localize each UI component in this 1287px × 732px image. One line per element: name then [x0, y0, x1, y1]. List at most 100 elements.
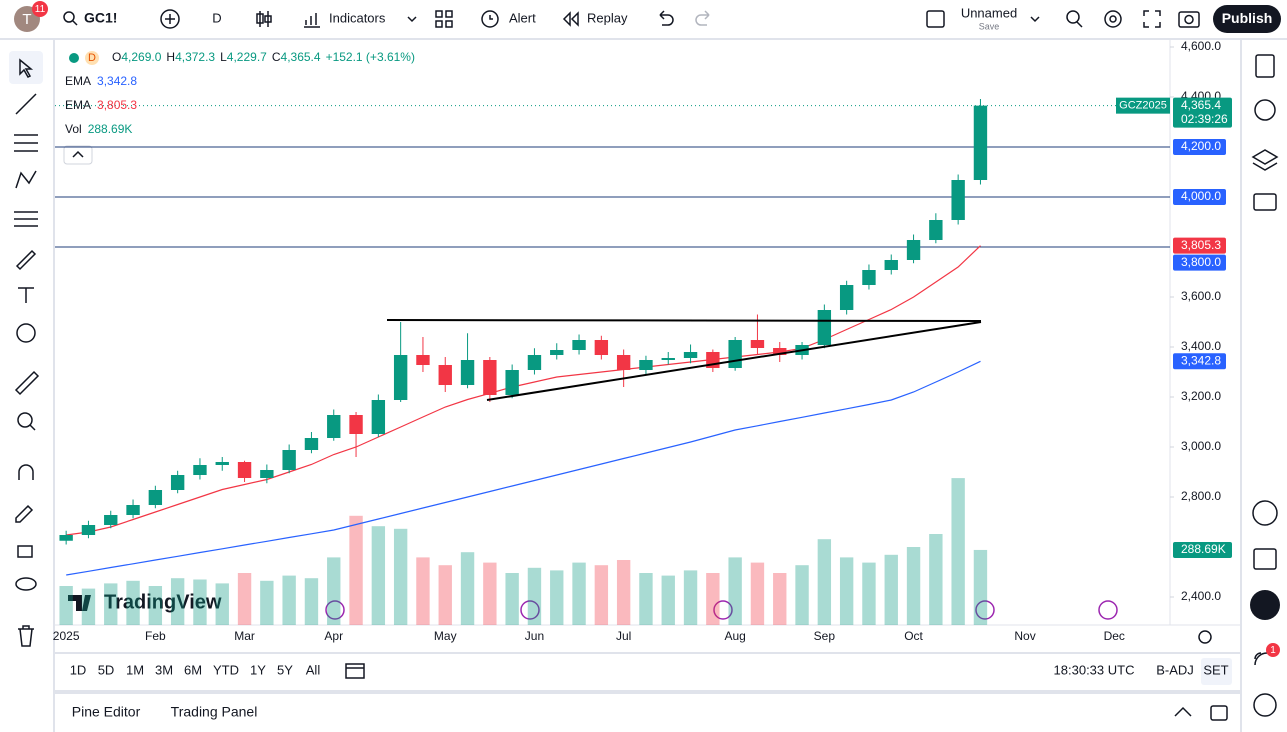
replay-button[interactable]: Replay: [587, 10, 628, 25]
x-tick-label: Dec: [1104, 629, 1125, 643]
panel-tab[interactable]: Pine Editor: [72, 704, 141, 720]
volume-bar: [282, 575, 296, 625]
volume-bar: [193, 579, 207, 625]
cursor-tool[interactable]: [19, 58, 34, 78]
magnet-tool[interactable]: [18, 464, 34, 480]
indicators-icon[interactable]: [304, 13, 320, 28]
indicator-name[interactable]: EMA: [65, 98, 91, 112]
candle-body: [550, 350, 564, 355]
range-button[interactable]: 3M: [155, 662, 173, 677]
remove-tool[interactable]: [18, 625, 34, 647]
quick-search[interactable]: [1066, 10, 1080, 24]
chat[interactable]: [1253, 193, 1277, 211]
candle-body: [148, 490, 163, 505]
layers[interactable]: [1251, 149, 1279, 171]
add-symbol[interactable]: [160, 9, 180, 29]
dropdown-icon[interactable]: [407, 16, 417, 23]
session-toggle[interactable]: SET: [1203, 662, 1228, 677]
text-tool[interactable]: [18, 287, 34, 303]
axis-settings[interactable]: [1198, 630, 1212, 644]
layout-icon[interactable]: [926, 10, 945, 28]
candle-body: [237, 462, 252, 478]
range-button[interactable]: 1M: [126, 662, 144, 677]
event-marker[interactable]: [520, 600, 540, 620]
x-tick-label: Oct: [904, 629, 923, 643]
collapse-legend: [72, 150, 84, 158]
dropdown-icon[interactable]: [1030, 16, 1040, 23]
alerts-panel[interactable]: [1254, 99, 1276, 121]
indicator-name[interactable]: EMA: [65, 74, 91, 88]
event-marker[interactable]: [975, 600, 995, 620]
range-button[interactable]: 1Y: [250, 662, 266, 677]
date-range-icon[interactable]: [345, 663, 365, 679]
fullscreen[interactable]: [1143, 10, 1161, 28]
settings-icon[interactable]: [1104, 10, 1122, 28]
x-tick-label: Nov: [1014, 629, 1035, 643]
lock-tool[interactable]: [17, 545, 33, 558]
alert-icon[interactable]: [481, 10, 499, 28]
collapse-legend[interactable]: [63, 145, 93, 165]
alert-button[interactable]: Alert: [509, 10, 536, 25]
event-marker[interactable]: [325, 600, 345, 620]
candle-body: [773, 348, 787, 355]
collapse-panel[interactable]: [1174, 706, 1192, 717]
hide-tool[interactable]: [15, 577, 37, 591]
apps[interactable]: [1250, 590, 1280, 620]
range-button[interactable]: 5Y: [277, 662, 293, 677]
lock-drawings[interactable]: [15, 504, 34, 523]
candle-body: [371, 400, 386, 434]
redo[interactable]: [695, 10, 710, 26]
trendline: [486, 321, 982, 401]
projection-tool[interactable]: [14, 211, 38, 227]
news[interactable]: [1254, 652, 1268, 666]
candle-body: [862, 270, 876, 285]
templates-icon[interactable]: [435, 10, 453, 28]
interval[interactable]: D: [212, 10, 221, 25]
y-tick-label: 2,800.0: [1181, 489, 1221, 503]
publish-button-bg[interactable]: [1213, 5, 1281, 33]
candle-body: [505, 370, 519, 395]
range-button[interactable]: All: [306, 662, 321, 677]
y-tick-label: 3,000.0: [1181, 439, 1221, 453]
volume-bar: [527, 567, 542, 625]
snapshot[interactable]: [1178, 11, 1200, 28]
volume-bar: [505, 573, 519, 625]
candle-body: [104, 515, 118, 525]
calendar[interactable]: [1253, 548, 1277, 570]
range-button[interactable]: 5D: [98, 662, 115, 677]
range-button[interactable]: 1D: [70, 662, 87, 677]
panel-tab[interactable]: Trading Panel: [171, 704, 258, 720]
event-marker[interactable]: [1098, 600, 1118, 620]
search-icon[interactable]: [63, 11, 75, 23]
range-button[interactable]: YTD: [213, 662, 239, 677]
indicator-name[interactable]: Vol: [65, 122, 82, 136]
publish-button[interactable]: Publish: [1222, 10, 1273, 26]
target-icon[interactable]: [1252, 500, 1278, 526]
watchlist[interactable]: [1255, 54, 1275, 78]
emoji-tool[interactable]: [16, 323, 36, 343]
undo[interactable]: [659, 10, 674, 26]
indicators-button[interactable]: Indicators: [329, 10, 386, 25]
brush-tool[interactable]: [15, 249, 37, 271]
save-status: Save: [979, 21, 1000, 31]
maximize-panel[interactable]: [1210, 705, 1228, 721]
zoom-tool[interactable]: [17, 412, 33, 428]
chart-panel: [55, 40, 1240, 652]
replay-icon[interactable]: [562, 11, 579, 27]
trendline-tool[interactable]: [15, 93, 37, 115]
volume-bar: [148, 586, 163, 625]
symbol[interactable]: GC1!: [84, 10, 117, 26]
help[interactable]: [1253, 693, 1277, 717]
candle-body: [282, 450, 296, 470]
measure-tool[interactable]: [14, 370, 40, 396]
fib-tool[interactable]: [14, 134, 38, 152]
x-tick-label: Jul: [616, 629, 631, 643]
event-marker[interactable]: [713, 600, 733, 620]
pattern-tool[interactable]: [15, 170, 37, 189]
volume-bar: [371, 526, 386, 625]
zoom-tool: [29, 424, 36, 431]
chart-type-icon[interactable]: [256, 11, 272, 27]
range-button[interactable]: 6M: [184, 662, 202, 677]
layout-name[interactable]: Unnamed: [961, 5, 1017, 20]
adjust-toggle[interactable]: B-ADJ: [1156, 662, 1194, 677]
